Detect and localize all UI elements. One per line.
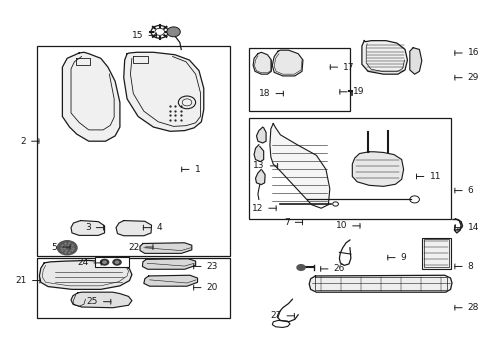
Text: 21: 21 [16, 276, 27, 285]
Circle shape [166, 27, 180, 37]
Polygon shape [255, 170, 264, 185]
Text: 29: 29 [467, 73, 478, 82]
Polygon shape [71, 292, 132, 308]
Polygon shape [40, 260, 132, 289]
Polygon shape [269, 123, 329, 208]
Text: 17: 17 [343, 63, 354, 72]
Text: 1: 1 [194, 165, 200, 174]
Text: 15: 15 [132, 31, 143, 40]
Bar [421, 238, 449, 269]
Text: 20: 20 [206, 283, 218, 292]
Text: 26: 26 [333, 264, 345, 273]
Bar [249, 118, 449, 219]
Text: 22: 22 [128, 243, 140, 252]
Polygon shape [142, 259, 195, 269]
Circle shape [112, 259, 122, 266]
Polygon shape [254, 145, 263, 162]
Text: 6: 6 [467, 186, 472, 195]
Text: 16: 16 [467, 49, 478, 58]
Polygon shape [308, 275, 451, 292]
Polygon shape [71, 221, 104, 235]
Text: 28: 28 [467, 303, 478, 312]
Text: 23: 23 [206, 262, 218, 271]
Polygon shape [351, 152, 403, 186]
Text: 8: 8 [467, 262, 472, 271]
Polygon shape [62, 52, 120, 141]
Text: 18: 18 [258, 89, 270, 98]
Polygon shape [116, 221, 151, 236]
Polygon shape [140, 243, 191, 253]
Circle shape [155, 28, 164, 35]
Text: 9: 9 [400, 253, 406, 262]
Bar [423, 239, 447, 267]
Circle shape [100, 259, 109, 266]
Polygon shape [256, 127, 265, 143]
Text: 7: 7 [283, 218, 289, 227]
Text: 13: 13 [253, 161, 264, 170]
Text: 5: 5 [51, 243, 57, 252]
Text: 2: 2 [20, 137, 26, 146]
Polygon shape [361, 41, 407, 74]
Polygon shape [272, 50, 303, 76]
Polygon shape [409, 48, 421, 74]
Text: 19: 19 [352, 87, 364, 96]
Text: 4: 4 [156, 223, 162, 232]
Circle shape [57, 240, 78, 256]
Text: 3: 3 [85, 223, 90, 232]
Circle shape [296, 264, 305, 271]
Polygon shape [253, 52, 271, 74]
Text: 27: 27 [269, 311, 281, 320]
Bar [38, 258, 230, 318]
Bar [38, 46, 230, 256]
Polygon shape [143, 275, 197, 286]
Bar [249, 48, 349, 111]
Bar [95, 257, 129, 267]
Text: 11: 11 [428, 172, 440, 181]
Text: 25: 25 [86, 297, 98, 306]
Circle shape [114, 260, 119, 264]
Text: 10: 10 [335, 221, 346, 230]
Text: 24: 24 [77, 258, 88, 267]
Polygon shape [123, 52, 203, 131]
Text: 12: 12 [251, 204, 263, 213]
Text: 14: 14 [467, 223, 478, 232]
Circle shape [102, 260, 107, 264]
